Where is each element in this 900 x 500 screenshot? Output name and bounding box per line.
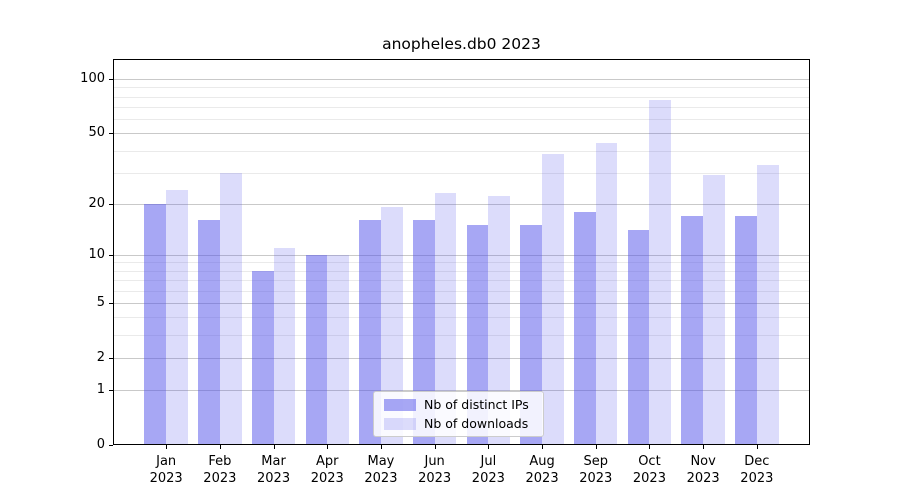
y-axis-tick (109, 203, 113, 205)
y-axis-tick (109, 302, 113, 304)
x-tick-label: Jul 2023 (471, 454, 505, 486)
gridline-minor (113, 262, 810, 264)
y-axis-tick (109, 133, 113, 135)
y-tick-label: 20 (88, 195, 105, 211)
gridline-minor (113, 106, 810, 108)
y-tick-label: 100 (80, 71, 105, 87)
x-tick-label: May 2023 (364, 454, 398, 486)
x-tick-label: Jun 2023 (418, 454, 452, 486)
gridline-minor (113, 335, 810, 337)
x-axis-tick (595, 445, 597, 449)
gridline-minor (113, 87, 810, 89)
gridline-major (113, 133, 810, 135)
gridline-major (113, 79, 810, 81)
bar-oct-distinct-ips (627, 230, 650, 445)
bar-sep-distinct-ips (574, 211, 596, 445)
gridline-minor (113, 172, 810, 174)
plot-area (113, 59, 810, 445)
bar-oct-downloads (649, 99, 672, 445)
x-tick-label: Sep 2023 (579, 454, 613, 486)
y-tick-label: 2 (96, 349, 105, 365)
gridline-major (113, 357, 810, 359)
bar-dec-distinct-ips (735, 215, 757, 445)
bar-may-downloads (380, 207, 403, 445)
y-tick-label: 10 (88, 246, 105, 262)
y-tick-label: 50 (88, 125, 105, 141)
bar-jun-downloads (434, 192, 457, 445)
gridline-minor (113, 119, 810, 120)
bar-jan-downloads (166, 189, 188, 445)
x-tick-label: Oct 2023 (632, 454, 666, 486)
y-tick-label: 5 (96, 294, 105, 310)
x-axis-tick (703, 445, 705, 449)
gridline-major (113, 302, 810, 304)
legend-label-distinct-ips: Nb of distinct IPs (424, 396, 529, 412)
bar-nov-distinct-ips (681, 215, 704, 445)
x-axis-tick (166, 445, 168, 449)
x-axis-tick (273, 445, 275, 449)
gridline-major (113, 390, 810, 392)
gridline-minor (113, 150, 810, 152)
x-tick-label: Feb 2023 (203, 454, 237, 486)
gridline-minor (113, 290, 810, 292)
bar-apr-distinct-ips (305, 254, 328, 445)
y-axis-tick (109, 254, 113, 256)
gridline-major (113, 254, 810, 256)
bar-feb-distinct-ips (198, 220, 220, 445)
x-axis-tick (756, 445, 758, 449)
bar-jun-distinct-ips (412, 220, 435, 445)
gridline-major (113, 203, 810, 205)
bar-mar-distinct-ips (251, 270, 274, 445)
bar-jul-downloads (488, 196, 511, 445)
y-tick-label: 0 (96, 437, 105, 452)
legend: Nb of distinct IPs Nb of downloads (373, 391, 544, 437)
x-tick-label: Nov 2023 (686, 454, 720, 486)
bar-feb-downloads (219, 172, 242, 445)
chart-title: anopheles.db0 2023 (382, 35, 541, 53)
bar-may-distinct-ips (359, 220, 381, 445)
x-axis-tick (380, 445, 382, 449)
y-tick-label: 1 (96, 382, 105, 398)
legend-label-downloads: Nb of downloads (424, 415, 529, 431)
gridline-minor (113, 280, 810, 282)
bar-aug-downloads (542, 154, 564, 445)
x-axis-tick (542, 445, 544, 449)
x-tick-label: Apr 2023 (310, 454, 344, 486)
x-tick-label: Mar 2023 (257, 454, 291, 486)
legend-item-distinct-ips: Nb of distinct IPs (384, 397, 543, 413)
bar-mar-downloads (273, 247, 296, 445)
x-tick-label: Jan 2023 (149, 454, 183, 486)
legend-swatch-downloads-icon (384, 417, 416, 430)
x-axis-tick (488, 445, 490, 449)
x-tick-label: Aug 2023 (525, 454, 559, 486)
legend-item-downloads: Nb of downloads (384, 416, 543, 432)
y-axis-tick (109, 79, 113, 81)
bar-sep-downloads (595, 143, 618, 445)
y-axis-tick (109, 445, 113, 446)
x-axis-tick (434, 445, 436, 449)
bar-jul-distinct-ips (466, 225, 489, 445)
y-axis-tick (109, 357, 113, 359)
gridline-minor (113, 317, 810, 319)
bar-nov-downloads (703, 175, 725, 445)
x-tick-label: Dec 2023 (740, 454, 774, 486)
gridline-minor (113, 270, 810, 272)
y-axis-tick (109, 390, 113, 392)
legend-swatch-distinct-ips-icon (384, 398, 416, 411)
bar-dec-downloads (756, 165, 779, 445)
x-axis-tick (327, 445, 329, 449)
bar-aug-distinct-ips (520, 225, 543, 445)
gridline-minor (113, 96, 810, 98)
x-axis-tick (219, 445, 221, 449)
bar-apr-downloads (327, 254, 349, 445)
bar-jan-distinct-ips (144, 203, 167, 445)
x-axis-tick (649, 445, 651, 449)
